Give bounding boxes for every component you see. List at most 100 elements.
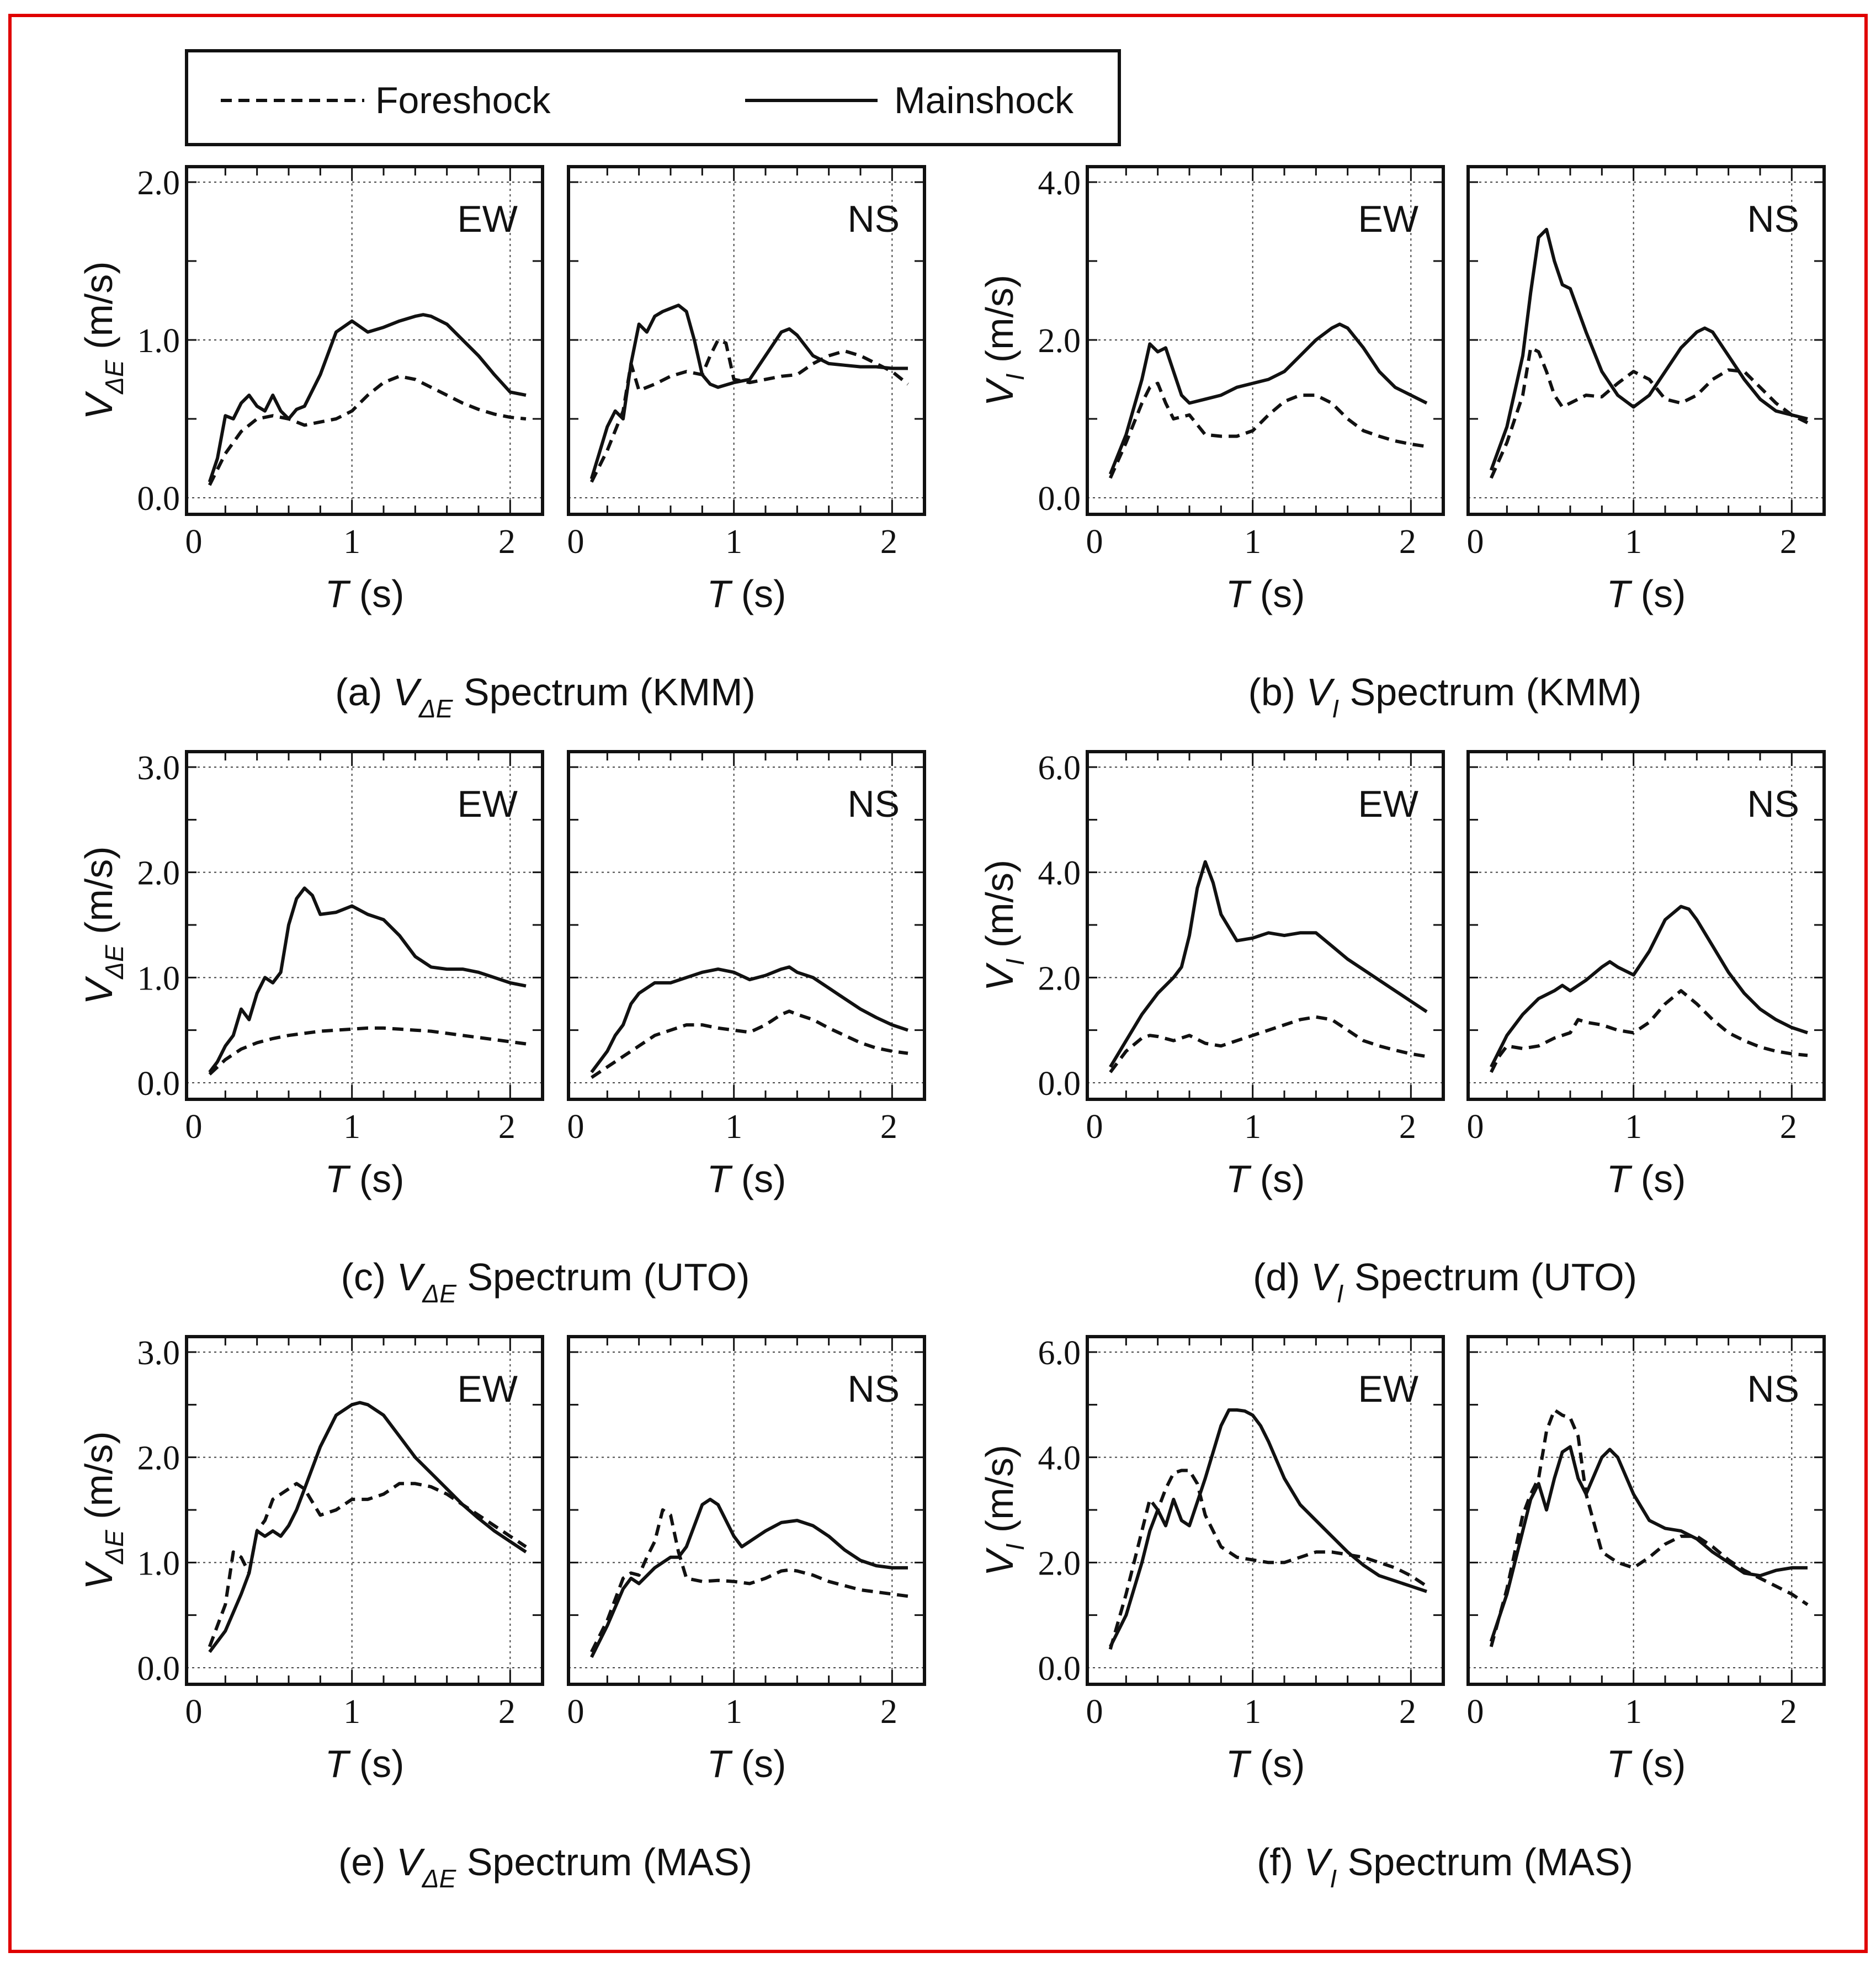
y-axis-label-space [77, 1519, 120, 1530]
x-axis-label-unit: (s) [741, 1157, 786, 1200]
x-axis-label-var: T [1607, 572, 1633, 615]
axes-frame [1466, 750, 1826, 1101]
y-axis-label-space [77, 349, 120, 360]
x-axis-label-space [1249, 572, 1259, 615]
x-tick-label: 1 [725, 1693, 742, 1731]
y-tick-label: 3.0 [137, 749, 180, 787]
y-axis-label-unit: (m/s) [978, 1445, 1021, 1533]
series-foreshock-line [1489, 346, 1809, 479]
component-label: NS [1747, 783, 1799, 825]
series-foreshock-line [591, 1009, 908, 1079]
series-foreshock-line [208, 1026, 527, 1076]
component-label: EW [457, 1368, 518, 1410]
x-axis-label-var: T [325, 1157, 351, 1200]
figure-frame [8, 14, 1868, 1953]
x-axis-label-unit: (s) [1641, 572, 1686, 615]
panel-c-EW: EW 0.0 1.0 2.0 3.0 VΔE (m/s) 0 1 2 T (s) [77, 749, 544, 1200]
x-axis-label-var: T [1607, 1742, 1633, 1785]
series-foreshock-line [1109, 1015, 1427, 1073]
panel-b-NS: NS 0 1 2 T (s) [1466, 165, 1826, 615]
x-tick-label: 2 [1780, 1108, 1797, 1146]
component-label: NS [1747, 1368, 1799, 1410]
x-tick-label: 1 [1625, 1693, 1642, 1731]
y-axis-label: VΔE (m/s) [77, 261, 129, 419]
x-tick-label: 1 [725, 523, 742, 561]
series-mainshock-line [208, 886, 527, 1073]
series-mainshock-line [590, 1497, 908, 1658]
y-axis-label-unit: (m/s) [978, 275, 1021, 363]
caption-prefix: (d) [1253, 1256, 1300, 1299]
x-tick-label: 2 [1780, 1693, 1797, 1731]
x-axis-label: T (s) [325, 1742, 405, 1785]
x-axis-label-unit: (s) [1260, 1742, 1305, 1785]
series-mainshock-line [1109, 1408, 1427, 1648]
x-axis-label-space [348, 1742, 359, 1785]
y-tick-label: 4.0 [1038, 855, 1081, 892]
axes-frame [567, 750, 926, 1101]
y-axis-label-var: V [978, 377, 1021, 406]
axes-frame [185, 750, 544, 1101]
y-tick-label: 1.0 [137, 322, 180, 360]
x-tick-label: 2 [1399, 523, 1416, 561]
caption-c: (c) VΔE Spectrum (UTO) [341, 1256, 750, 1308]
caption-sub: ΔE [422, 1279, 457, 1308]
x-tick-label: 0 [185, 523, 203, 561]
caption-d: (d) VI Spectrum (UTO) [1253, 1256, 1637, 1308]
x-tick-label: 1 [725, 1108, 742, 1146]
panel-d-EW: EW 0.0 2.0 4.0 6.0 VI (m/s) 0 1 2 T (s) [978, 749, 1445, 1200]
x-tick-label: 0 [1086, 1108, 1103, 1146]
series-mainshock-line [1490, 905, 1808, 1068]
x-tick-label: 0 [567, 1108, 584, 1146]
caption-sub: ΔE [418, 694, 454, 723]
component-label: NS [1747, 198, 1799, 240]
x-tick-label: 0 [1086, 1693, 1103, 1731]
y-tick-label: 2.0 [137, 164, 180, 202]
x-axis-label: T (s) [325, 572, 405, 615]
series-mainshock-line [1109, 860, 1428, 1068]
y-axis-label-space [978, 948, 1021, 958]
axes-frame [1086, 750, 1445, 1101]
x-tick-label: 0 [1467, 1693, 1484, 1731]
y-axis-label-sub: I [1001, 373, 1029, 380]
caption-rest: Spectrum (MAS) [1348, 1840, 1633, 1884]
series-mainshock-line [589, 304, 908, 480]
x-axis-label-space [730, 572, 741, 615]
caption-prefix: (b) [1248, 671, 1296, 714]
series-foreshock-line [208, 374, 527, 486]
caption-prefix: (c) [341, 1256, 386, 1299]
component-label: NS [848, 198, 900, 240]
x-axis-label-space [730, 1742, 741, 1785]
axes-frame [1086, 165, 1445, 516]
axes-frame [567, 165, 926, 516]
x-axis-label-var: T [707, 1742, 733, 1785]
y-tick-label: 2.0 [1038, 322, 1081, 360]
axes-frame [1466, 1335, 1826, 1686]
x-tick-label: 2 [498, 1108, 515, 1146]
x-axis-label-var: T [707, 572, 733, 615]
caption-prefix: (f) [1257, 1840, 1293, 1884]
x-axis-label: T (s) [1607, 1742, 1686, 1785]
x-tick-label: 0 [1086, 523, 1103, 561]
x-tick-label: 0 [1467, 1108, 1484, 1146]
y-axis-label-unit: (m/s) [77, 846, 120, 934]
x-tick-label: 1 [1244, 1108, 1261, 1146]
caption-space [386, 1840, 396, 1884]
caption-prefix: (e) [338, 1840, 386, 1884]
caption-space [453, 671, 463, 714]
series-mainshock-line [1489, 227, 1808, 471]
x-tick-label: 1 [343, 1693, 360, 1731]
y-axis-label-sub: ΔE [100, 359, 129, 395]
x-axis-label-var: T [1226, 572, 1252, 615]
y-tick-label: 2.0 [1038, 960, 1081, 997]
caption-var: V [396, 1840, 426, 1884]
series-mainshock-line [208, 313, 527, 483]
y-axis-label-var: V [978, 1547, 1021, 1576]
x-axis-label: T (s) [1607, 572, 1686, 615]
y-tick-label: 0.0 [1038, 480, 1081, 518]
panel-a-EW: EW 0.0 1.0 2.0 VΔE (m/s) 0 1 2 T (s) [77, 164, 544, 615]
x-axis-label-space [348, 1157, 359, 1200]
series-foreshock-line [1489, 1408, 1809, 1647]
y-axis-label: VΔE (m/s) [77, 846, 129, 1004]
